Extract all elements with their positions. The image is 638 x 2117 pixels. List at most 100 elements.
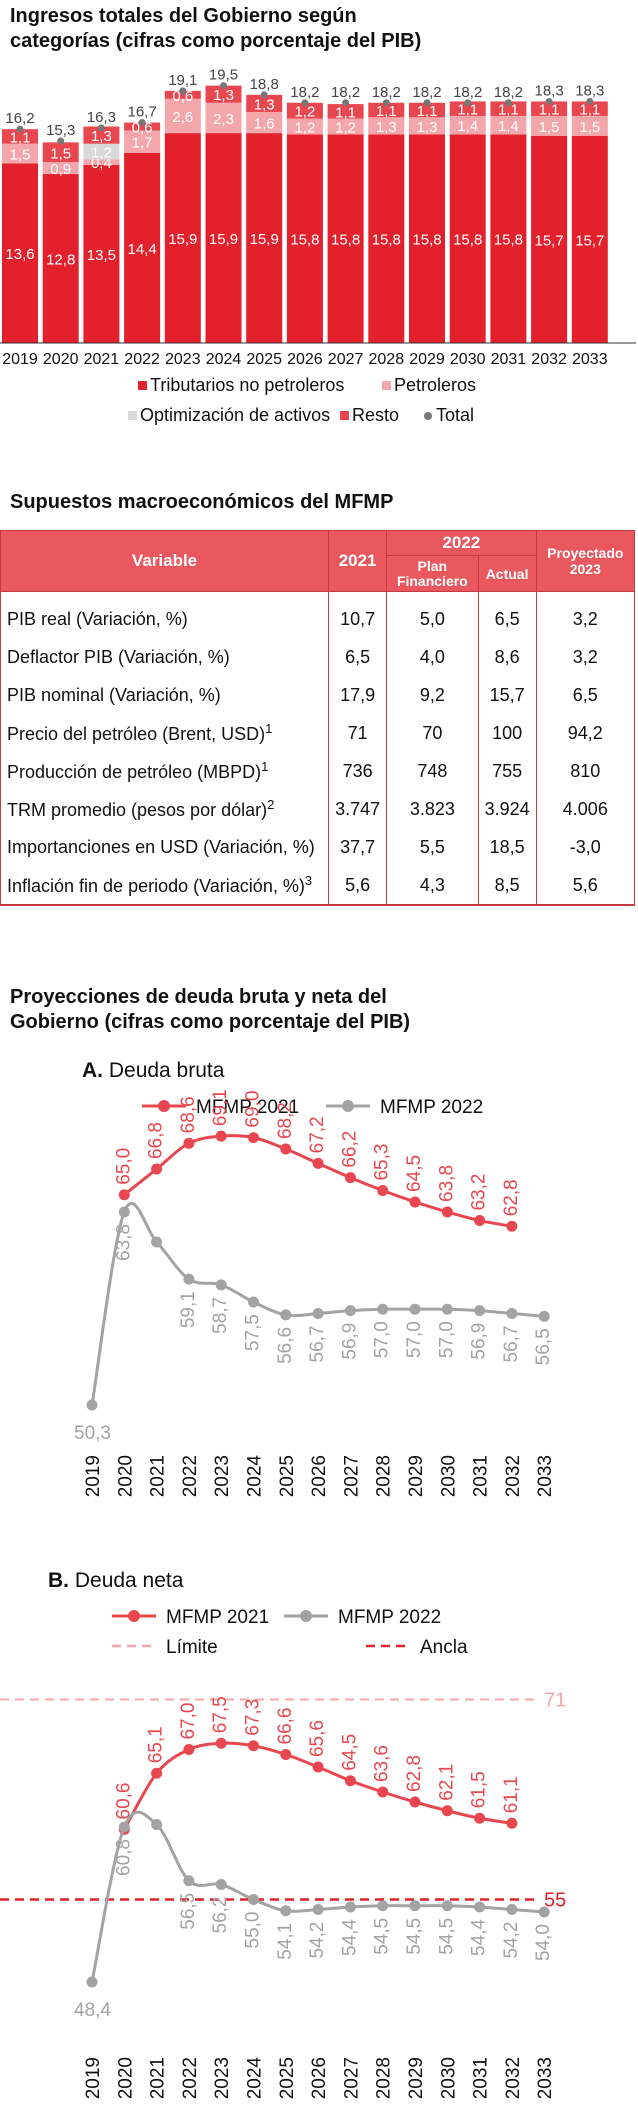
x-tick-label: 2029: [406, 2057, 427, 2099]
x-tick-label: 2025: [246, 351, 282, 368]
x-tick-label: 2019: [2, 351, 38, 368]
legend-label: Límite: [166, 1637, 218, 1658]
cell-proj: -3,0: [535, 828, 636, 866]
bar-segment-label: 2,6: [172, 109, 193, 126]
x-tick-label: 2023: [212, 2057, 233, 2099]
data-point: [280, 1905, 292, 1917]
data-point: [312, 1157, 324, 1169]
table-row: Precio del petróleo (Brent, USD)1 71 70 100…: [0, 714, 636, 752]
data-point: [118, 1189, 130, 1201]
cell-variable: Precio del petróleo (Brent, USD)1: [0, 714, 330, 752]
total-marker: [260, 91, 268, 99]
data-label: 54,0: [533, 1924, 554, 1961]
variable-label: Producción de petróleo (MBPD): [7, 762, 262, 782]
data-label: 65,3: [372, 1144, 393, 1181]
data-point: [474, 1812, 486, 1824]
bar-segment-label: 1,1: [457, 102, 478, 119]
total-label: 18,2: [494, 84, 523, 101]
total-marker: [57, 137, 65, 145]
data-point: [538, 1906, 550, 1918]
bar-segment-petroleros: [409, 117, 445, 135]
bar-segment-label: 1,1: [10, 129, 31, 146]
data-label: 54,5: [404, 1918, 425, 1955]
cell-v2021: 71: [328, 714, 388, 752]
x-tick-label: 2031: [471, 2057, 492, 2099]
legend-label: MFMP 2022: [338, 1607, 441, 1628]
data-point: [280, 1309, 292, 1321]
x-tick-label: 2028: [374, 1455, 395, 1497]
data-label: 56,5: [178, 1893, 199, 1930]
data-point: [86, 1976, 98, 1988]
x-tick-label: 2020: [115, 2057, 136, 2099]
data-label: 60,6: [113, 1783, 134, 1820]
variable-label: PIB nominal (Variación, %): [7, 684, 221, 705]
bar-segment-tributarios-no-petroleros: [490, 134, 527, 343]
data-point: [409, 1196, 421, 1208]
data-point: [248, 1894, 259, 1905]
x-tick-label: 2024: [245, 1455, 266, 1498]
data-point: [377, 1185, 389, 1196]
table-row: Importanciones en USD (Variación, %) 37,7…: [0, 828, 636, 866]
data-label: 67,0: [178, 1703, 199, 1740]
data-label: 67,3: [243, 1699, 264, 1736]
data-label: 56,9: [469, 1323, 490, 1360]
data-label: 61,5: [469, 1771, 490, 1808]
revenue-stacked-bar-chart: 13,61,51,116,2201912,80,91,515,3202013,5…: [0, 67, 636, 425]
data-label: 66,2: [339, 1131, 360, 1168]
total-marker: [504, 99, 512, 107]
cell-plan: 3.823: [386, 790, 479, 828]
cell-v2021: 17,9: [328, 676, 388, 714]
bar-segment-tributarios-no-petroleros: [327, 134, 364, 343]
cell-actual: 3.924: [477, 790, 537, 828]
x-tick-label: 2029: [406, 1455, 427, 1497]
bar-segment-label: 2,3: [213, 111, 234, 128]
data-point: [474, 1305, 486, 1317]
total-label: 18,2: [412, 84, 441, 101]
legend-swatch: [128, 411, 137, 420]
data-label: 63,6: [372, 1745, 393, 1782]
legend-label: MFMP 2021: [196, 1097, 299, 1118]
x-tick-label: 2024: [206, 351, 242, 368]
cell-actual: 755: [477, 752, 537, 790]
data-label: 57,5: [243, 1314, 264, 1351]
data-label: 62,1: [436, 1764, 457, 1801]
data-label: 68,2: [275, 1102, 296, 1139]
data-point: [248, 1132, 259, 1144]
data-label: 62,8: [501, 1179, 522, 1216]
bar-segment-tributarios-no-petroleros: [124, 152, 161, 343]
legend-swatch: [340, 411, 349, 420]
bar-segment-resto: [571, 101, 608, 116]
x-tick-label: 2033: [572, 351, 608, 368]
data-label: 63,8: [436, 1165, 457, 1202]
table-row: PIB real (Variación, %) 10,7 5,0 6,5 3,2: [0, 591, 636, 638]
x-tick-label: 2027: [341, 1455, 362, 1497]
total-marker: [97, 124, 105, 132]
bar-segment-label: 15,8: [372, 232, 401, 249]
data-point: [377, 1900, 389, 1912]
total-marker: [342, 99, 350, 107]
x-tick-label: 2029: [409, 351, 445, 368]
legend-marker: [158, 1100, 170, 1112]
legend-marker: [128, 1610, 140, 1622]
x-tick-label: 2023: [165, 351, 201, 368]
bar-segment-resto: [205, 85, 242, 103]
x-tick-label: 2021: [84, 351, 120, 368]
bar-segment-label: 12,8: [46, 252, 75, 269]
x-tick-label: 2020: [43, 351, 79, 368]
x-tick-label: 2026: [309, 1455, 330, 1497]
header-actual: Actual: [477, 555, 537, 592]
data-label: 54,2: [501, 1922, 522, 1959]
data-point: [215, 1879, 227, 1890]
bar-segment-label: 1,5: [539, 119, 560, 136]
data-point: [506, 1904, 518, 1915]
cell-proj: 810: [535, 752, 636, 790]
legend-marker: [300, 1610, 312, 1622]
total-marker: [382, 99, 390, 107]
bar-segment-label: 1,3: [91, 128, 112, 145]
x-tick-label: 2030: [438, 1455, 459, 1497]
cell-v2021: 736: [328, 752, 388, 790]
total-marker: [179, 87, 187, 95]
total-marker: [220, 82, 227, 90]
bar-segment-petroleros: [164, 98, 201, 134]
data-label: 69,1: [210, 1089, 231, 1126]
